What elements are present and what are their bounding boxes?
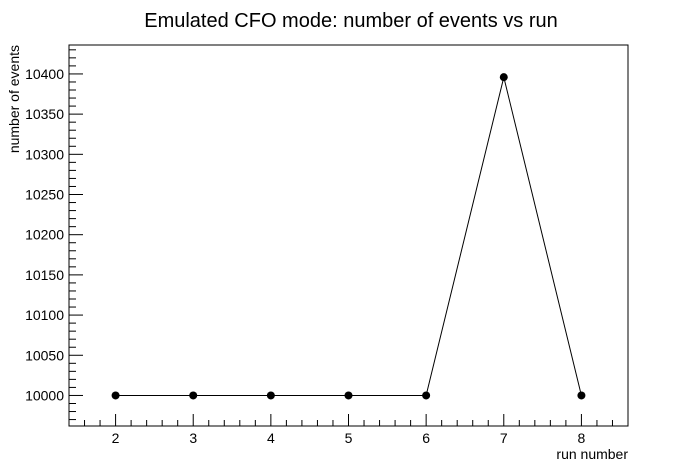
x-tick-label: 3 [189,430,197,446]
y-tick-label: 10100 [25,307,64,323]
x-axis-label: run number [556,446,628,462]
data-point [499,73,508,82]
chart-title: Emulated CFO mode: number of events vs r… [144,10,558,32]
y-axis-label: number of events [6,45,22,153]
series-group [111,73,586,400]
x-tick-label: 4 [267,430,275,446]
data-point [344,391,353,400]
x-axis-tick-labels: 2 3 4 5 6 7 8 [112,430,586,446]
x-axis-ticks [68,414,629,426]
x-tick-label: 5 [345,430,353,446]
y-tick-label: 10250 [25,187,64,203]
data-point [577,391,586,400]
y-tick-label: 10400 [25,66,64,82]
y-axis-ticks [69,49,83,421]
y-tick-label: 10000 [25,387,64,403]
data-point [266,391,275,400]
data-point [189,391,198,400]
x-tick-label: 8 [578,430,586,446]
y-axis-tick-labels: 10000 10050 10100 10150 10200 10250 10300 10350… [25,66,64,404]
y-tick-label: 10050 [25,347,64,363]
data-point [111,391,120,400]
x-tick-label: 2 [112,430,120,446]
y-tick-label: 10200 [25,227,64,243]
x-tick-label: 6 [422,430,430,446]
data-point [422,391,431,400]
y-tick-label: 10300 [25,146,64,162]
y-tick-label: 10150 [25,267,64,283]
y-tick-label: 10350 [25,106,64,122]
x-tick-label: 7 [500,430,508,446]
